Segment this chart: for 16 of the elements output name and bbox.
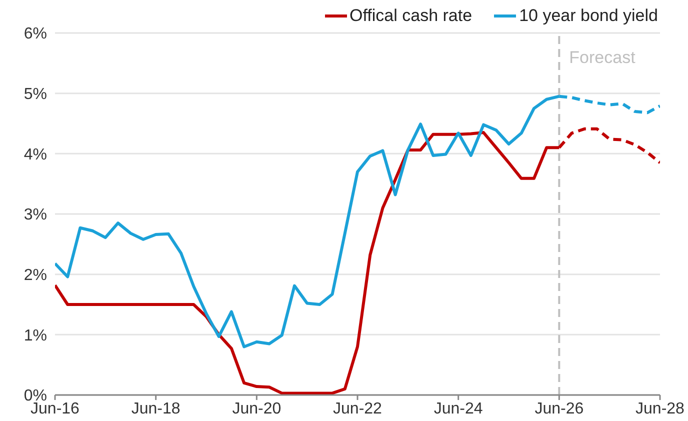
ref-line-label: Forecast bbox=[569, 48, 636, 68]
x-tick-label: Jun-18 bbox=[131, 400, 180, 418]
x-tick-label: Jun-28 bbox=[636, 400, 685, 418]
legend-label: 10 year bond yield bbox=[519, 6, 658, 26]
y-tick-label: 2% bbox=[24, 267, 47, 284]
y-tick-label: 1% bbox=[24, 327, 47, 344]
x-tick-label: Jun-24 bbox=[434, 400, 483, 418]
y-tick-label: 5% bbox=[24, 86, 47, 104]
legend-label: Offical cash rate bbox=[350, 6, 472, 26]
x-tick-label: Jun-16 bbox=[30, 400, 80, 418]
x-tick-label: Jun-22 bbox=[333, 400, 382, 418]
x-tick-label: Jun-26 bbox=[534, 400, 584, 418]
y-tick-label: 4% bbox=[24, 146, 47, 164]
y-tick-label: 6% bbox=[24, 26, 47, 43]
y-tick-label: 3% bbox=[24, 206, 47, 224]
x-tick-label: Jun-20 bbox=[232, 400, 282, 418]
